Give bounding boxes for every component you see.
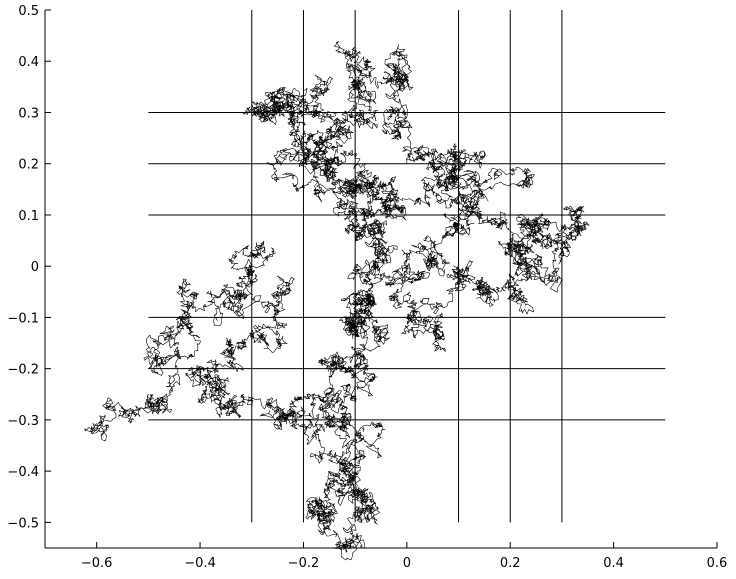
- x-tick-label: −0.6: [81, 556, 113, 571]
- axes: [44, 10, 717, 549]
- x-tick-label: 0.6: [707, 556, 728, 571]
- x-tick-label: 0: [403, 556, 411, 571]
- y-tick-label: −0.4: [7, 465, 39, 480]
- y-tick-label: −0.5: [7, 516, 39, 531]
- y-axis-ticks: −0.5 −0.4 −0.3 −0.2 −0.1 0 0.1 0.2 0.3 0.4 0.5: [7, 4, 51, 531]
- x-axis-ticks: −0.6 −0.4 −0.2 0 0.2 0.4 0.6: [81, 542, 727, 571]
- y-tick-label: 0.4: [18, 55, 39, 70]
- y-tick-label: 0.1: [18, 209, 39, 224]
- random-walk-trajectory: [84, 41, 590, 561]
- x-tick-label: 0.4: [603, 556, 624, 571]
- x-tick-label: 0.2: [500, 556, 521, 571]
- x-tick-label: −0.4: [184, 556, 216, 571]
- y-tick-label: −0.3: [7, 414, 39, 429]
- y-tick-label: −0.2: [7, 363, 39, 378]
- y-tick-label: 0.3: [18, 106, 39, 121]
- y-tick-label: 0.2: [18, 158, 39, 173]
- y-tick-label: 0.5: [18, 4, 39, 19]
- x-tick-label: −0.2: [288, 556, 320, 571]
- y-tick-label: −0.1: [7, 311, 39, 326]
- y-tick-label: 0: [31, 260, 39, 275]
